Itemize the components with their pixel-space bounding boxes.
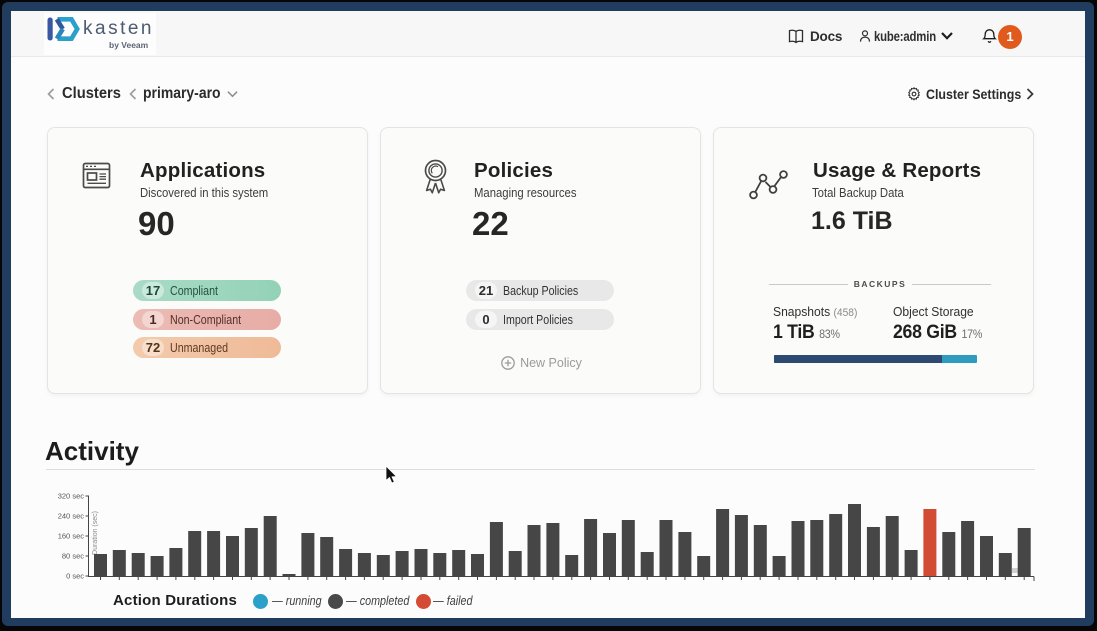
svg-text:240 sec: 240 sec: [58, 512, 85, 521]
svg-text:Duration (sec): Duration (sec): [92, 511, 99, 555]
svg-text:160 sec: 160 sec: [58, 532, 85, 541]
svg-text:80 sec: 80 sec: [62, 552, 84, 561]
svg-text:320 sec: 320 sec: [58, 492, 85, 501]
svg-text:0 sec: 0 sec: [66, 572, 84, 581]
